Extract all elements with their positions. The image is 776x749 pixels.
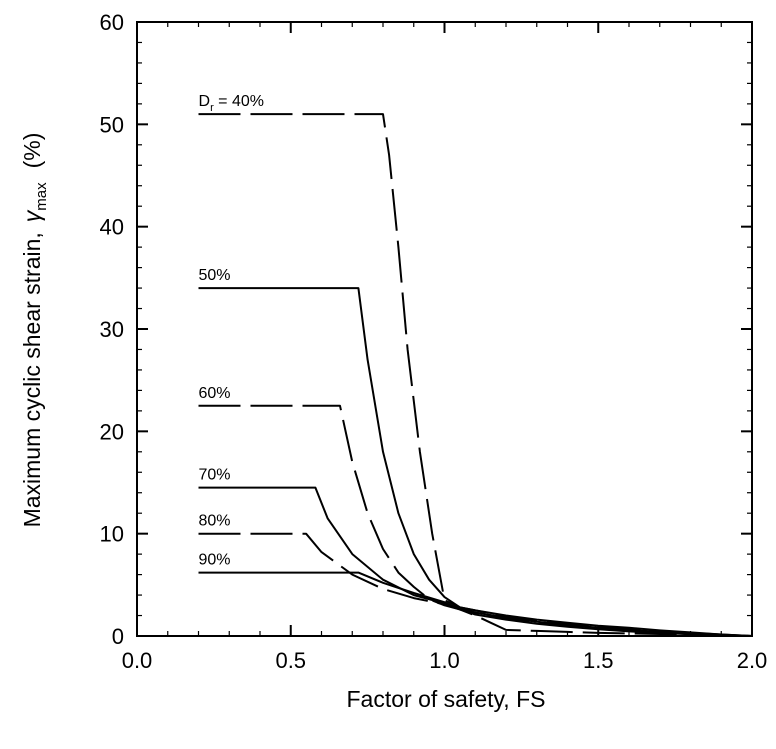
y-axis-title: Maximum cyclic shear strain, γmax (%) <box>19 133 50 528</box>
x-axis-title: Factor of safety, FS <box>347 686 546 712</box>
series-label: Dr = 40% <box>199 93 265 114</box>
series-label: 90% <box>199 552 231 569</box>
x-tick-label: 0.5 <box>275 648 306 673</box>
x-tick-label: 2.0 <box>737 648 768 673</box>
y-tick-label: 20 <box>100 419 124 444</box>
x-tick-label: 1.5 <box>583 648 614 673</box>
series-label: 60% <box>199 385 231 402</box>
x-tick-label: 1.0 <box>429 648 460 673</box>
series-label: 70% <box>199 467 231 484</box>
y-tick-label: 30 <box>100 317 124 342</box>
y-tick-label: 0 <box>112 624 124 649</box>
y-axis-title-unit: (%) <box>19 133 45 169</box>
y-tick-label: 50 <box>100 112 124 137</box>
series-line <box>198 571 753 637</box>
y-tick-label: 10 <box>100 522 124 547</box>
y-axis-title-main: Maximum cyclic shear strain, <box>19 232 45 527</box>
series-label: 50% <box>199 267 231 284</box>
y-axis-title-subscript: max <box>33 182 50 211</box>
y-tick-label: 40 <box>100 215 124 240</box>
series-label: 80% <box>199 513 231 530</box>
series-line <box>198 287 753 637</box>
y-tick-label: 60 <box>100 10 124 35</box>
y-axis-title-symbol: γ <box>19 209 45 222</box>
axis-titles: Factor of safety, FS Maximum cyclic shea… <box>19 133 545 712</box>
series-line <box>198 113 753 637</box>
plot-area: Dr = 40% 50% 60% 70% 80% 90% <box>198 93 753 637</box>
axes: 0.0 0.5 1.0 1.5 2.0 0 10 20 30 40 50 60 <box>100 10 768 673</box>
x-tick-label: 0.0 <box>122 648 153 673</box>
series-line <box>198 532 753 637</box>
series-line <box>198 404 753 637</box>
